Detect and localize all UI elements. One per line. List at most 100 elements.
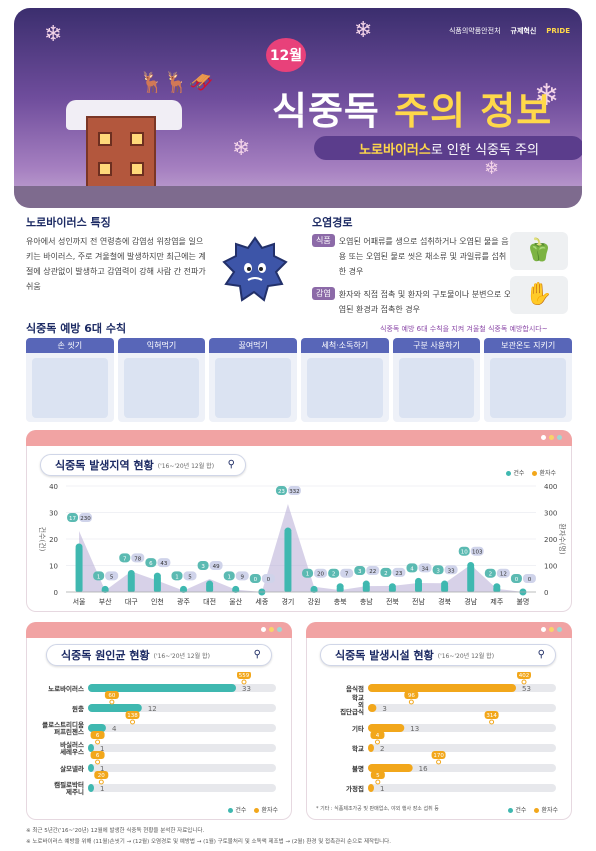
patients-label-bg	[235, 571, 249, 581]
cases-bar	[88, 784, 94, 792]
cases-bar	[368, 724, 405, 732]
y2-tick-label: 100	[544, 563, 557, 571]
patients-data-label: 0	[267, 577, 271, 583]
cases-data-label: 17	[69, 516, 76, 522]
cases-data-label: 1	[100, 745, 104, 753]
x-tick-label: 충남	[360, 597, 373, 606]
cases-data-label: 1	[227, 574, 231, 580]
cases-bar-cap	[101, 585, 109, 593]
patients-label-bg	[287, 486, 301, 496]
infection-text: 환자와 직접 접촉 및 환자의 구토물이나 분변으로 오염된 환경과 접촉한 경…	[338, 290, 512, 314]
x-tick-label: 경남	[464, 597, 477, 606]
bar-track	[88, 744, 276, 752]
patients-marker	[98, 779, 104, 785]
cases-bar	[368, 784, 374, 792]
cases-label-bg	[223, 571, 235, 581]
tip-cook-thoroughly: 익혀먹기	[117, 338, 206, 422]
category-label: 세레우스	[60, 747, 84, 756]
patients-label-bg	[209, 561, 223, 571]
patients-label-bg	[370, 731, 385, 739]
patients-data-label: 20	[317, 572, 324, 578]
patients-label-bg	[392, 567, 406, 577]
cases-data-label: 6	[149, 561, 153, 567]
x-tick-label: 울산	[229, 597, 242, 606]
tip-wash-disinfect: 세척·소독하기	[301, 338, 389, 422]
x-tick-label: 경기	[281, 597, 294, 606]
house-illustration	[86, 116, 156, 196]
facility-chart-title: 식중독 발생시설 현황 ('16~'20년 12월 합) ⚲	[320, 644, 556, 666]
bar-track	[368, 744, 556, 752]
patients-data-label: 9	[240, 574, 244, 580]
patients-label-bg	[517, 672, 531, 679]
cases-data-label: 3	[382, 705, 386, 713]
patients-marker	[241, 679, 247, 685]
x-tick-label: 충북	[334, 597, 347, 606]
patients-label-bg	[431, 751, 446, 759]
bar-track	[88, 784, 276, 792]
cases-data-label: 2	[332, 572, 336, 578]
x-tick-label: 전북	[386, 597, 399, 606]
category-label: 학교	[352, 693, 364, 702]
patients-data-label: 7	[345, 572, 349, 578]
food-text: 오염된 어패류를 생으로 섭취하거나 오염된 물을 음용 또는 오염된 물로 씻…	[338, 237, 509, 276]
patients-label-bg	[340, 568, 354, 578]
footnote-1: ※ 최근 5년간('16~'20년) 12월에 발생한 식중독 현황을 분석한 …	[26, 828, 205, 834]
y-tick-label: 20	[49, 536, 58, 544]
x-tick-label: 제주	[490, 598, 503, 606]
cases-bar-cap	[75, 543, 83, 551]
cases-bar	[88, 704, 142, 712]
vegetable-icon: 🫑	[510, 232, 568, 270]
patients-marker	[95, 759, 101, 765]
patients-label-bg	[370, 771, 385, 779]
patients-label-bg	[104, 691, 119, 699]
hand-germ-icon: ✋	[510, 276, 568, 314]
patients-label-bg	[90, 731, 105, 739]
y-tick-label: 0	[54, 589, 58, 597]
cases-bar-cap	[415, 577, 422, 585]
facility-note: * 기타 : 식품제조가공 및 판매업소, 야외 행사 장소 섭취 등	[316, 806, 439, 812]
cases-data-label: 1	[380, 785, 384, 793]
tip-boil-water: 끓여먹기	[209, 338, 298, 422]
cases-label-bg	[67, 513, 79, 523]
bar-track	[88, 724, 276, 732]
patients-data-label: 4	[376, 733, 380, 739]
cases-data-label: 16	[419, 765, 428, 773]
tip-storage-temperature: 보관온도 지키기	[484, 338, 573, 422]
cases-label-bg	[354, 566, 366, 576]
search-icon: ⚲	[227, 459, 235, 470]
cases-data-label: 53	[522, 685, 531, 693]
patients-data-label: 60	[108, 693, 115, 699]
x-tick-label: 인천	[151, 597, 164, 606]
cases-bar	[284, 531, 292, 592]
page-subtitle: 노로바이러스 로 인한 식중독 주의	[314, 136, 582, 160]
virus-icon	[222, 236, 288, 302]
cases-bar	[368, 704, 377, 712]
category-label: 불명	[352, 764, 364, 773]
facility-chart-panel: 식중독 발생시설 현황 ('16~'20년 12월 합) ⚲ 53 402 음식점 3 96…	[306, 622, 572, 820]
cases-label-bg	[249, 574, 261, 583]
patients-label-bg	[522, 574, 536, 583]
cases-label-bg	[458, 546, 470, 556]
x-tick-label: 서울	[73, 597, 86, 606]
cases-bar-cap	[467, 562, 475, 569]
patients-marker	[109, 699, 115, 705]
patients-data-label: 230	[80, 516, 91, 522]
region-legend: 건수 환자수	[506, 468, 556, 477]
cases-data-label: 2	[489, 572, 493, 578]
norovirus-section: 노로바이러스 특징 유아에서 성인까지 전 연령층에 감염성 위장염을 일으키는…	[26, 214, 296, 302]
patients-label-bg	[484, 711, 499, 719]
cases-data-label: 2	[384, 571, 388, 577]
category-label: 외	[358, 700, 364, 709]
region-chart-panel: 식중독 발생지역 현황 ('16~'20년 12월 합) ⚲ 건수 환자수 0 10 20…	[26, 430, 572, 612]
cause-chart-title: 식중독 원인균 현황 ('16~'20년 12월 합) ⚲	[46, 644, 272, 666]
patients-data-label: 49	[213, 564, 220, 570]
bar-track	[368, 704, 556, 712]
cases-data-label: 4	[410, 566, 414, 572]
cause-chart: 33559노로바이러스1260원충4138클로스트리디움퍼프린젠스16바실러스세…	[42, 672, 276, 796]
category-label: 퍼프린젠스	[54, 727, 84, 736]
patients-data-label: 5	[188, 574, 192, 580]
category-label: 바실러스	[60, 740, 84, 749]
cases-bar	[88, 724, 106, 732]
cases-data-label: 2	[380, 745, 384, 753]
cases-bar-cap	[388, 583, 396, 591]
